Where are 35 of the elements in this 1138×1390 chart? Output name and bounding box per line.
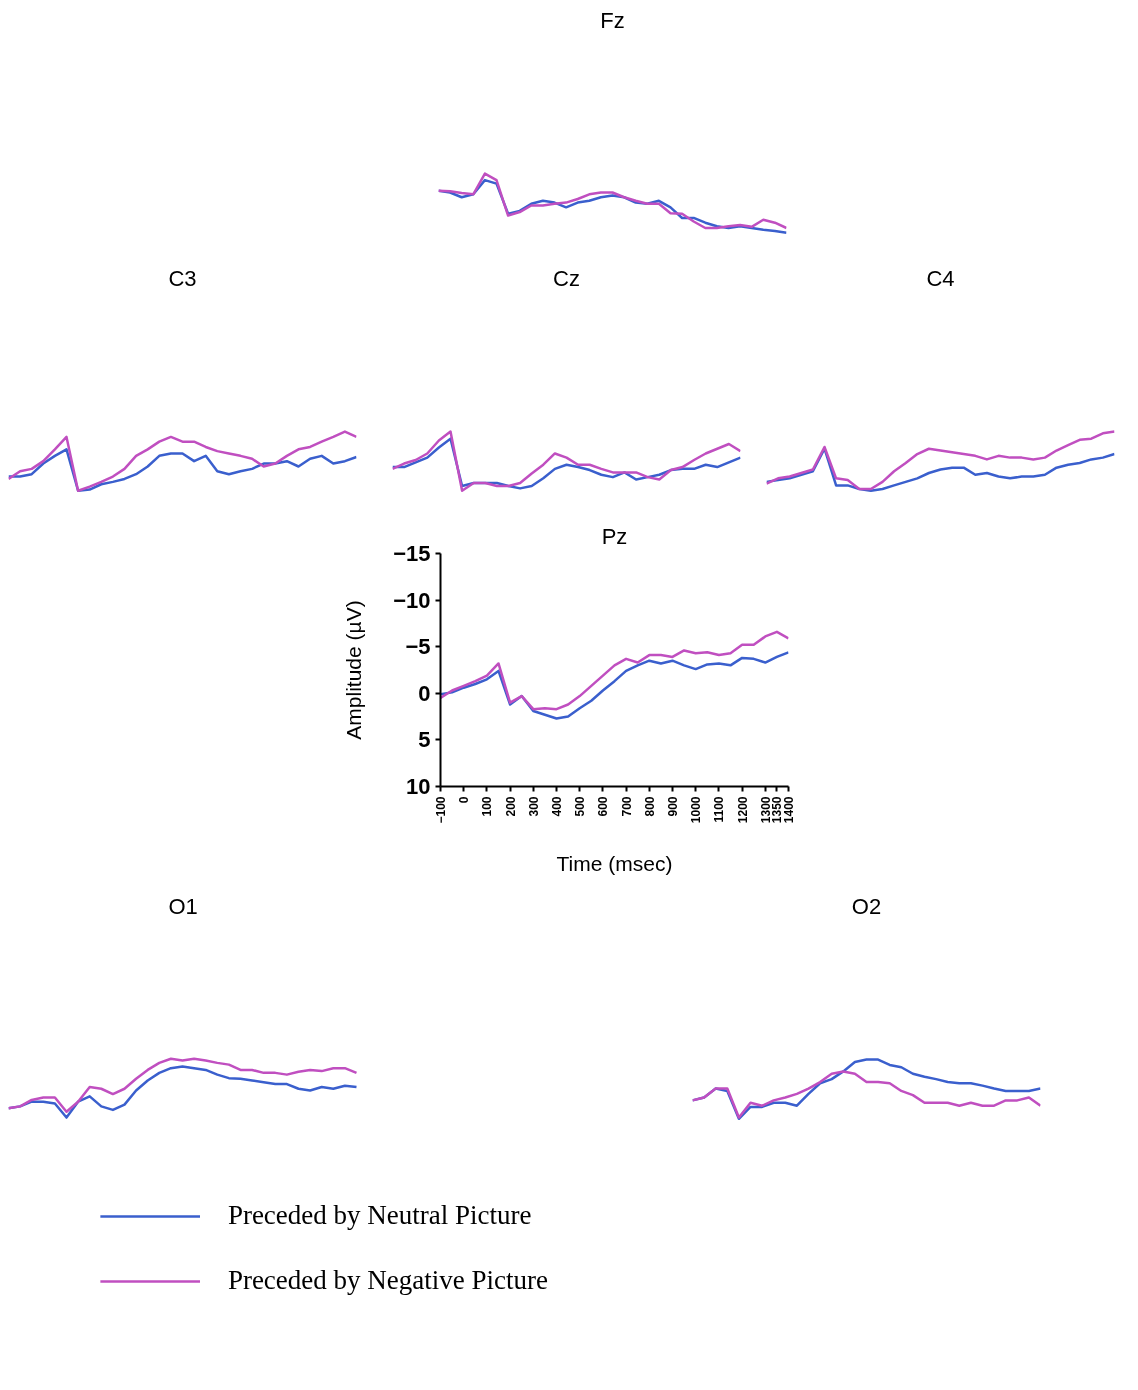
x-tick-label: 500 — [573, 796, 588, 817]
chart-title: C4 — [926, 265, 955, 291]
y-tick-label: 5 — [418, 727, 431, 753]
x-tick-label: 400 — [550, 796, 564, 817]
x-tick-label: 1350 — [770, 796, 785, 824]
chart-title: Pz — [601, 523, 628, 549]
x-tick-label: 1000 — [689, 796, 704, 824]
y-tick-label: 0 — [418, 680, 431, 706]
x-tick-label: 100 — [480, 796, 495, 817]
x-tick-label: 1100 — [712, 796, 727, 823]
y-tick-label: −10 — [393, 587, 431, 613]
legend-label: Preceded by Neutral Picture — [227, 1200, 532, 1231]
line-series — [440, 630, 789, 711]
x-tick-label: 200 — [503, 796, 518, 817]
x-tick-label: 1200 — [735, 796, 750, 824]
x-tick-label: 300 — [526, 796, 541, 817]
x-tick-label: −100 — [434, 796, 448, 824]
y-tick-label: −5 — [405, 634, 431, 660]
x-tick-label: 700 — [619, 796, 634, 817]
x-tick-label: 600 — [596, 796, 611, 817]
y-axis-title: Amplitude (µV) — [342, 600, 366, 740]
x-tick-label: 0 — [457, 796, 472, 804]
y-tick-label: −15 — [393, 541, 431, 566]
chart-title: Fz — [600, 7, 625, 33]
x-tick-label: 1400 — [782, 796, 796, 824]
y-tick-label: 10 — [406, 774, 431, 799]
chart-title: O1 — [168, 893, 198, 919]
x-tick-label: 1300 — [758, 796, 773, 824]
legend-label: Preceded by Negative Picture — [227, 1265, 548, 1296]
x-tick-label: 900 — [666, 796, 680, 817]
x-axis-title: Time (msec) — [556, 851, 673, 875]
chart-title: C3 — [168, 265, 197, 291]
chart-title: Cz — [553, 265, 580, 291]
x-tick-label: 800 — [642, 796, 657, 817]
chart-title: O2 — [851, 893, 882, 919]
